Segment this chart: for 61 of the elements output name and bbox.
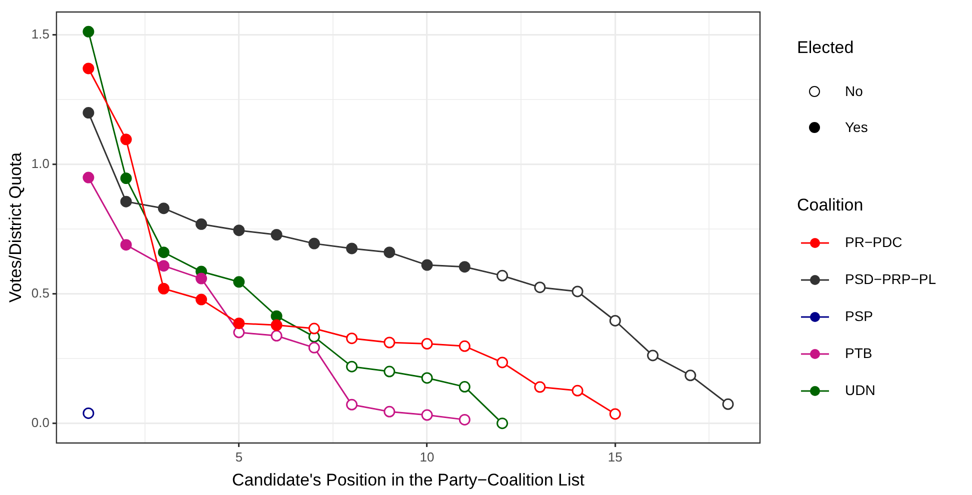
point <box>270 330 282 342</box>
point <box>496 356 508 368</box>
point <box>82 26 94 38</box>
point <box>158 246 170 258</box>
point <box>120 239 132 251</box>
y-tick-label: 0.5 <box>31 285 50 300</box>
point <box>421 409 433 421</box>
legend-label: PR−PDC <box>845 234 902 250</box>
point <box>270 319 282 331</box>
point <box>120 196 132 208</box>
x-axis-title: Candidate's Position in the Party−Coalition List <box>232 470 585 490</box>
point <box>458 261 470 273</box>
y-tick-label: 1.0 <box>31 156 50 171</box>
point <box>458 340 470 352</box>
point <box>384 336 396 348</box>
text: No <box>845 83 863 99</box>
point <box>308 238 320 250</box>
point <box>82 107 94 119</box>
legend-label: PTB <box>845 344 872 361</box>
point <box>196 218 208 230</box>
x-tick-label: 10 <box>420 449 434 464</box>
point <box>421 338 433 350</box>
point <box>346 242 358 254</box>
point <box>120 172 132 184</box>
point <box>572 384 584 396</box>
point <box>233 224 245 236</box>
point <box>233 318 245 330</box>
point <box>308 322 320 334</box>
text: Yes <box>845 119 868 135</box>
y-tick-label: 1.5 <box>31 26 50 42</box>
point <box>384 406 396 418</box>
legend-label: PSP <box>845 308 874 324</box>
point <box>158 202 170 214</box>
point <box>308 342 320 354</box>
legend-title: Coalition <box>797 196 864 215</box>
point <box>270 310 282 322</box>
point <box>233 326 245 338</box>
point <box>384 246 396 258</box>
point <box>196 272 208 284</box>
legend-label: PSD−PRP−PL <box>845 270 936 287</box>
text: Elected <box>797 38 854 57</box>
point <box>158 282 170 294</box>
point <box>82 172 94 184</box>
point <box>120 134 132 146</box>
point <box>82 407 94 419</box>
x-tick-label: 5 <box>235 449 243 464</box>
point <box>196 294 208 306</box>
y-tick-label: 0.0 <box>31 414 50 430</box>
point <box>82 62 94 74</box>
point <box>346 332 358 344</box>
y-axis-title: Votes/District Quota <box>6 152 25 303</box>
point <box>158 260 170 272</box>
point <box>609 408 621 420</box>
x-tick-label: 15 <box>608 449 622 464</box>
point <box>534 381 546 393</box>
point <box>346 398 358 410</box>
point <box>458 414 470 426</box>
point <box>270 229 282 241</box>
point <box>421 259 433 271</box>
legend-label: UDN <box>845 382 876 398</box>
point <box>233 276 245 288</box>
